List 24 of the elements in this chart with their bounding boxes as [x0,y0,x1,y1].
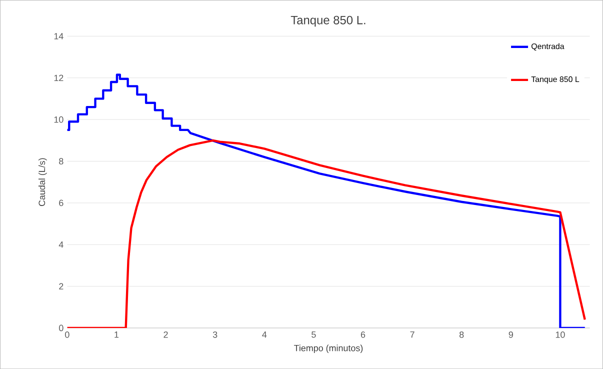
x-tick-label: 0 [65,331,70,338]
y-tick-label: 6 [59,200,64,206]
y-tick-label: 12 [54,74,64,81]
y-tick-label: 0 [59,324,64,332]
chart-title: Tanque 850 L. [290,16,366,27]
x-tick-label: 8 [460,331,464,338]
y-tick-label: 4 [58,241,64,248]
y-tick-label: 8 [59,158,64,164]
y-axis-title: Caudal (L/s) [38,158,47,206]
y-tick-label: 2 [59,283,64,290]
x-tick-label: 2 [164,331,168,338]
line-series [67,74,586,328]
line-series [67,139,586,328]
x-tick-label: 1 [114,331,119,338]
x-tick-label: 4 [262,331,267,338]
x-tick-label: 5 [312,331,316,338]
x-tick-label: 10 [556,331,565,338]
y-tick-label: 10 [54,116,64,123]
x-tick-label: 9 [508,331,513,338]
y-tick-label: 14 [54,33,64,40]
x-tick-label: 6 [360,331,366,338]
x-tick-label: 7 [410,331,414,338]
x-axis-title: Tiempo (minutos) [294,344,363,353]
x-tick-label: 3 [212,331,218,338]
